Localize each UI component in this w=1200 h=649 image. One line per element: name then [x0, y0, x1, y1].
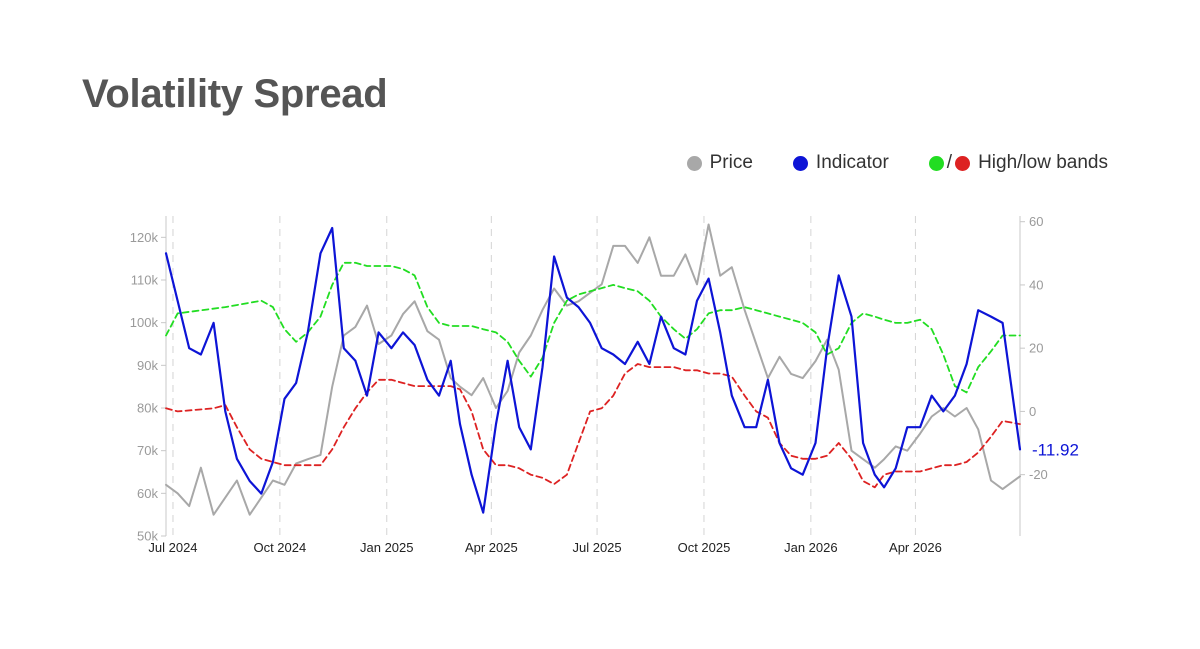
- left-tick-label: 80k: [137, 401, 158, 416]
- legend-indicator-dot-icon: [792, 155, 808, 171]
- x-tick-label: Oct 2024: [253, 540, 306, 555]
- right-tick-label: 20: [1029, 341, 1043, 356]
- x-tick-label: Jan 2025: [360, 540, 414, 555]
- x-tick-label: Oct 2025: [678, 540, 731, 555]
- chart-series: [164, 223, 1022, 516]
- price-series-line: [165, 223, 1021, 516]
- axis-labels: Jul 2024 Oct 2024 Jan 2025 Apr 2025 Jul 2025…: [130, 214, 1079, 555]
- high-band-series-line: [165, 261, 1021, 394]
- x-tick-label: Jul 2025: [572, 540, 621, 555]
- x-tick-label: Jan 2026: [784, 540, 838, 555]
- chart-axes: [161, 216, 1025, 537]
- left-tick-label: 60k: [137, 486, 158, 501]
- left-tick-label: 50k: [137, 529, 158, 544]
- legend-item-price[interactable]: Price: [686, 152, 753, 174]
- left-tick-label: 70k: [137, 443, 158, 458]
- right-tick-label: 40: [1029, 277, 1043, 292]
- legend-low-band-dot-icon: [955, 155, 971, 171]
- legend-price-dot-icon: [686, 155, 702, 171]
- chart-title: Volatility Spread: [82, 72, 388, 116]
- right-tick-label: -20: [1029, 467, 1048, 482]
- indicator-series-line: [164, 226, 1022, 514]
- left-tick-label: 110k: [131, 273, 159, 288]
- legend-bands-slash: /: [946, 152, 953, 173]
- x-tick-label: Apr 2025: [465, 540, 518, 555]
- legend-item-bands[interactable]: / High/low bands: [928, 152, 1108, 174]
- legend-high-band-dot-icon: [928, 155, 944, 171]
- legend-indicator-label: Indicator: [815, 152, 889, 173]
- right-tick-label: 60: [1029, 214, 1043, 229]
- vertical-gridlines: [172, 216, 916, 536]
- legend-item-indicator[interactable]: Indicator: [792, 152, 889, 174]
- x-tick-label: Apr 2026: [889, 540, 942, 555]
- left-tick-label: 120k: [130, 230, 159, 245]
- chart-legend: Price Indicator / High/low bands: [686, 152, 1108, 174]
- left-tick-label: 100k: [130, 315, 159, 330]
- legend-price-label: Price: [709, 152, 753, 173]
- x-tick-label: Jul 2024: [148, 540, 197, 555]
- indicator-last-value-label: -11.92: [1032, 440, 1079, 459]
- legend-bands-label: High/low bands: [978, 152, 1108, 173]
- left-tick-label: 90k: [137, 358, 158, 373]
- right-tick-label: 0: [1029, 404, 1036, 419]
